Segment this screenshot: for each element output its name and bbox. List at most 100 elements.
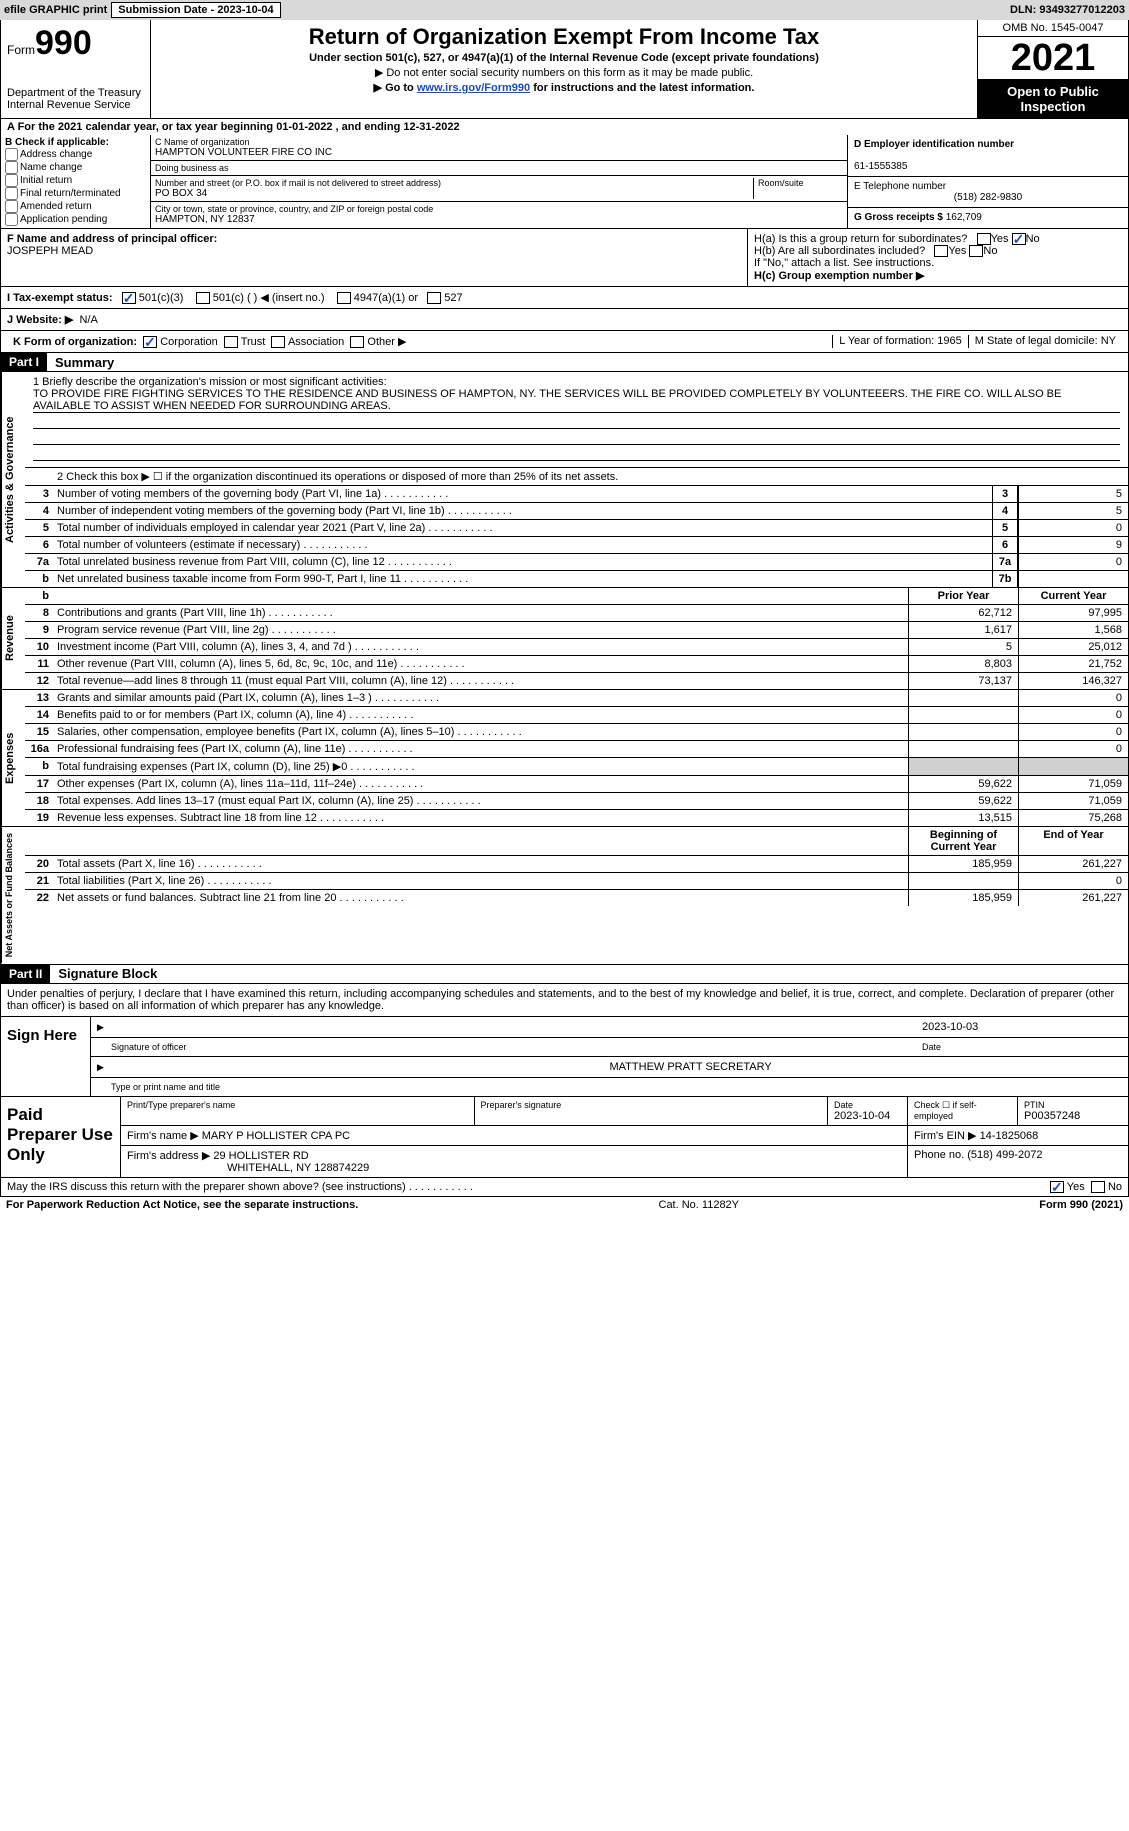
hb-no[interactable] bbox=[969, 245, 983, 257]
sig-name: MATTHEW PRATT SECRETARY bbox=[610, 1061, 1123, 1073]
col-end: End of Year bbox=[1018, 827, 1128, 855]
prep-sig-label: Preparer's signature bbox=[481, 1100, 822, 1110]
firm-name: MARY P HOLLISTER CPA PC bbox=[202, 1130, 350, 1142]
org-name-label: C Name of organization bbox=[155, 137, 843, 147]
officer-group-row: F Name and address of principal officer:… bbox=[0, 229, 1129, 287]
hc-label: H(c) Group exemption number ▶ bbox=[754, 270, 924, 282]
cb-name-input[interactable] bbox=[5, 161, 18, 174]
mission-line3 bbox=[33, 431, 1120, 445]
cb-corp[interactable] bbox=[143, 336, 157, 348]
cb-trust[interactable] bbox=[224, 336, 238, 348]
part2-header: Part II Signature Block bbox=[0, 965, 1129, 984]
sig-date: 2023-10-03 bbox=[922, 1021, 1122, 1033]
dept-label: Department of the Treasury Internal Reve… bbox=[7, 87, 144, 111]
table-row: 13Grants and similar amounts paid (Part … bbox=[25, 690, 1128, 707]
table-row: 10Investment income (Part VIII, column (… bbox=[25, 639, 1128, 656]
tax-year: 2021 bbox=[978, 37, 1128, 80]
cb-other[interactable] bbox=[350, 336, 364, 348]
cb-initial[interactable]: Initial return bbox=[5, 174, 146, 187]
table-row: 12Total revenue—add lines 8 through 11 (… bbox=[25, 673, 1128, 689]
signature-section: Under penalties of perjury, I declare th… bbox=[0, 984, 1129, 1097]
sig-date-label: Date bbox=[922, 1042, 1122, 1052]
year-formation: L Year of formation: 1965 bbox=[832, 335, 968, 348]
table-row: 19Revenue less expenses. Subtract line 1… bbox=[25, 810, 1128, 826]
table-row: 21Total liabilities (Part X, line 26)0 bbox=[25, 873, 1128, 890]
gov-sidelabel: Activities & Governance bbox=[1, 372, 25, 587]
table-row: bNet unrelated business taxable income f… bbox=[25, 571, 1128, 587]
declaration-text: Under penalties of perjury, I declare th… bbox=[1, 984, 1128, 1017]
paid-preparer-section: Paid Preparer Use Only Print/Type prepar… bbox=[0, 1097, 1129, 1178]
org-name: HAMPTON VOLUNTEER FIRE CO INC bbox=[155, 147, 843, 158]
header-center: Return of Organization Exempt From Incom… bbox=[151, 20, 978, 118]
table-row: bTotal fundraising expenses (Part IX, co… bbox=[25, 758, 1128, 776]
section-f: F Name and address of principal officer:… bbox=[1, 229, 748, 286]
form-word: Form bbox=[7, 43, 35, 57]
table-row: 20Total assets (Part X, line 16)185,9592… bbox=[25, 856, 1128, 873]
efile-print-label[interactable]: efile GRAPHIC print bbox=[4, 4, 107, 16]
goto-prefix: ▶ Go to bbox=[374, 82, 417, 94]
cb-initial-input[interactable] bbox=[5, 174, 18, 187]
sig-arrow2 bbox=[97, 1061, 610, 1073]
irs-link[interactable]: www.irs.gov/Form990 bbox=[417, 82, 530, 94]
cb-501c3[interactable] bbox=[122, 292, 136, 304]
line-2: 2 Check this box ▶ ☐ if the organization… bbox=[25, 468, 1128, 485]
sign-here-label: Sign Here bbox=[1, 1017, 91, 1096]
part2-badge: Part II bbox=[1, 965, 50, 983]
cb-assoc[interactable] bbox=[271, 336, 285, 348]
b-label: B Check if applicable: bbox=[5, 137, 109, 148]
col-begin: Beginning of Current Year bbox=[908, 827, 1018, 855]
ein-label: D Employer identification number bbox=[854, 139, 1014, 150]
ha-yes[interactable] bbox=[977, 233, 991, 245]
street-value: PO BOX 34 bbox=[155, 188, 753, 199]
table-row: 22Net assets or fund balances. Subtract … bbox=[25, 890, 1128, 906]
city-value: HAMPTON, NY 12837 bbox=[155, 214, 843, 225]
subtitle-3: ▶ Go to www.irs.gov/Form990 for instruct… bbox=[157, 81, 971, 94]
cb-amended-input[interactable] bbox=[5, 200, 18, 213]
city-label: City or town, state or province, country… bbox=[155, 204, 843, 214]
prep-date: 2023-10-04 bbox=[834, 1110, 901, 1122]
tel-label: E Telephone number bbox=[854, 181, 946, 192]
cb-final-input[interactable] bbox=[5, 187, 18, 200]
table-row: 14Benefits paid to or for members (Part … bbox=[25, 707, 1128, 724]
table-row: 3Number of voting members of the governi… bbox=[25, 486, 1128, 503]
addr1: 29 HOLLISTER RD bbox=[213, 1150, 308, 1162]
section-h: H(a) Is this a group return for subordin… bbox=[748, 229, 1128, 286]
paperwork-notice: For Paperwork Reduction Act Notice, see … bbox=[6, 1199, 358, 1211]
hb-yes[interactable] bbox=[934, 245, 948, 257]
net-sidelabel: Net Assets or Fund Balances bbox=[1, 827, 25, 963]
cb-name[interactable]: Name change bbox=[5, 161, 146, 174]
ha-no[interactable] bbox=[1012, 233, 1026, 245]
cb-527[interactable] bbox=[427, 292, 441, 304]
discuss-yes[interactable] bbox=[1050, 1181, 1064, 1193]
table-row: 4Number of independent voting members of… bbox=[25, 503, 1128, 520]
section-b: B Check if applicable: Address change Na… bbox=[1, 135, 151, 228]
col-current: Current Year bbox=[1018, 588, 1128, 604]
line-a: A For the 2021 calendar year, or tax yea… bbox=[0, 119, 1129, 135]
cb-pending-input[interactable] bbox=[5, 213, 18, 226]
top-bar: efile GRAPHIC print Submission Date - 20… bbox=[0, 0, 1129, 20]
sig-label: Signature of officer bbox=[97, 1042, 922, 1052]
cat-no: Cat. No. 11282Y bbox=[358, 1199, 1039, 1211]
cb-amended[interactable]: Amended return bbox=[5, 200, 146, 213]
table-row: 9Program service revenue (Part VIII, lin… bbox=[25, 622, 1128, 639]
mission-text: TO PROVIDE FIRE FIGHTING SERVICES TO THE… bbox=[33, 388, 1120, 413]
cb-501c[interactable] bbox=[196, 292, 210, 304]
expenses-block: Expenses 13Grants and similar amounts pa… bbox=[0, 690, 1129, 827]
officer-label: F Name and address of principal officer: bbox=[7, 233, 217, 245]
street-label: Number and street (or P.O. box if mail i… bbox=[155, 178, 753, 188]
table-row: 7aTotal unrelated business revenue from … bbox=[25, 554, 1128, 571]
cb-address[interactable]: Address change bbox=[5, 148, 146, 161]
subtitle-2: ▶ Do not enter social security numbers o… bbox=[157, 66, 971, 79]
discuss-row: May the IRS discuss this return with the… bbox=[0, 1178, 1129, 1197]
cb-address-input[interactable] bbox=[5, 148, 18, 161]
cb-4947[interactable] bbox=[337, 292, 351, 304]
cb-final[interactable]: Final return/terminated bbox=[5, 187, 146, 200]
omb-number: OMB No. 1545-0047 bbox=[978, 20, 1128, 37]
open-public-label: Open to Public Inspection bbox=[978, 80, 1128, 118]
tel-value: (518) 282-9830 bbox=[854, 192, 1122, 203]
table-row: 15Salaries, other compensation, employee… bbox=[25, 724, 1128, 741]
discuss-no[interactable] bbox=[1091, 1181, 1105, 1193]
cb-pending[interactable]: Application pending bbox=[5, 213, 146, 226]
revenue-block: Revenue bPrior YearCurrent Year 8Contrib… bbox=[0, 588, 1129, 690]
table-row: 8Contributions and grants (Part VIII, li… bbox=[25, 605, 1128, 622]
